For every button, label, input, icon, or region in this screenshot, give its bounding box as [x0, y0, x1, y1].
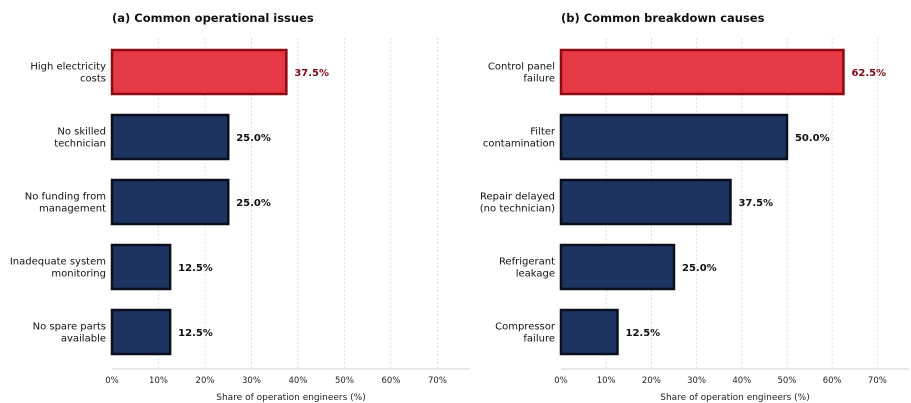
x-tick-label: 60% [382, 376, 401, 386]
value-label: 12.5% [178, 263, 213, 274]
bar [110, 308, 172, 356]
chart-title: (b) Common breakdown causes [561, 11, 765, 25]
category-label: High electricity costs [30, 62, 106, 85]
category-label: Refrigerant leakage [499, 257, 555, 280]
x-tick-label: 30% [242, 376, 261, 386]
bar [110, 243, 172, 291]
category-label: Compressor failure [495, 322, 556, 345]
chart-title: (a) Common operational issues [112, 11, 314, 25]
value-label: 25.0% [236, 198, 271, 209]
bar [110, 113, 230, 161]
x-tick-label: 20% [196, 376, 215, 386]
bar [559, 308, 619, 356]
value-label: 62.5% [851, 68, 886, 79]
x-tick-label: 0% [105, 376, 119, 386]
x-tick-label: 30% [687, 376, 706, 386]
category-label: No spare parts available [33, 322, 106, 345]
x-tick-label: 60% [823, 376, 842, 386]
bar [559, 243, 676, 291]
x-tick-label: 50% [335, 376, 354, 386]
value-label: 37.5% [738, 198, 773, 209]
bar [559, 113, 789, 161]
category-label: No funding from management [25, 192, 106, 215]
x-axis-label: Share of operation engineers (%) [660, 393, 810, 403]
x-tick-label: 10% [597, 376, 616, 386]
category-label: No skilled technician [54, 127, 106, 150]
bar [110, 178, 230, 226]
value-label: 12.5% [625, 328, 660, 339]
x-tick-label: 50% [778, 376, 797, 386]
category-label: Filter contamination [483, 127, 556, 150]
x-tick-label: 20% [642, 376, 661, 386]
x-tick-label: 40% [289, 376, 308, 386]
x-tick-label: 10% [149, 376, 168, 386]
bar [559, 48, 845, 96]
category-label: Control panel failure [488, 62, 555, 85]
category-label: Repair delayed (no technician) [480, 192, 555, 215]
chart-panel-a: (a) Common operational issues 0% 10% 20% 30%… [10, 11, 470, 403]
bar [559, 178, 732, 226]
value-label: 25.0% [682, 263, 717, 274]
x-tick-label: 0% [554, 376, 568, 386]
value-label: 50.0% [795, 133, 830, 144]
x-axis-label: Share of operation engineers (%) [216, 393, 366, 403]
bar [110, 48, 288, 96]
chart-panel-b: (b) Common breakdown causes 0% 10% 20% 30% 40… [480, 11, 909, 403]
value-label: 37.5% [294, 68, 329, 79]
value-label: 25.0% [236, 133, 271, 144]
x-tick-label: 70% [868, 376, 887, 386]
x-tick-label: 40% [732, 376, 751, 386]
category-label: Inadequate system monitoring [10, 257, 106, 280]
x-tick-label: 70% [428, 376, 447, 386]
value-label: 12.5% [178, 328, 213, 339]
